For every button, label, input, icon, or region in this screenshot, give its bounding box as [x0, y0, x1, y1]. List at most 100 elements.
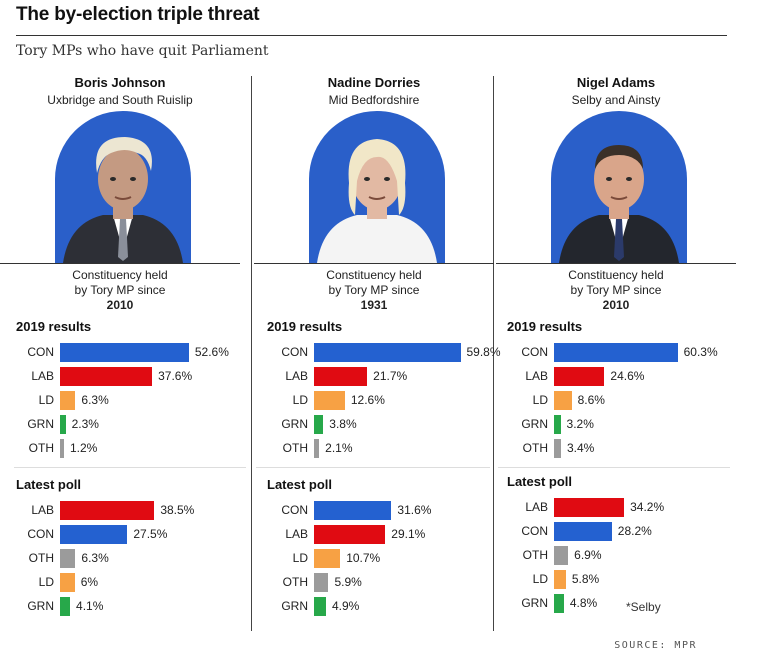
bar-ld: [60, 391, 76, 410]
bar-con: [554, 343, 678, 362]
bar-con: [60, 525, 128, 544]
constituency-name: Mid Bedfordshire: [328, 93, 420, 107]
mp-panel: Nadine Dorries Mid Bedfordshire Constituen…: [254, 0, 501, 658]
party-label: OTH: [282, 441, 308, 455]
bar-oth: [60, 549, 76, 568]
value-label: 29.1%: [391, 527, 426, 541]
value-label: 4.9%: [332, 599, 360, 613]
party-label: GRN: [521, 417, 548, 431]
party-label: LD: [292, 393, 308, 407]
held-since-year: 2010: [106, 298, 134, 312]
mp-panel: Boris Johnson Uxbridge and South Ruislip C…: [0, 0, 246, 658]
latest-poll-row: GRN 4.1%: [14, 597, 234, 616]
results-2019-row: GRN 2.3%: [14, 415, 234, 434]
value-label: 34.2%: [630, 500, 665, 514]
value-label: 6%: [80, 575, 99, 589]
section-latest-poll: Latest poll: [16, 477, 82, 492]
party-label: LD: [532, 572, 548, 586]
mp-name: Nadine Dorries: [327, 75, 421, 90]
party-label: LD: [38, 575, 54, 589]
latest-poll-row: OTH 6.3%: [14, 549, 234, 568]
latest-poll-row: LD 6%: [14, 573, 234, 592]
value-label: 3.4%: [566, 441, 595, 455]
value-label: 21.7%: [373, 369, 408, 383]
latest-poll-row: CON 28.2%: [508, 522, 728, 541]
value-label: 8.6%: [577, 393, 605, 407]
bar-ld: [554, 391, 572, 410]
footnote: *Selby: [626, 600, 661, 614]
party-label: LAB: [31, 503, 54, 517]
bar-lab: [314, 367, 368, 386]
mp-panel: Nigel Adams Selby and Ainsty Constituency …: [496, 0, 736, 658]
party-label: GRN: [27, 599, 54, 613]
section-2019-results: 2019 results: [16, 319, 92, 334]
party-label: LAB: [285, 369, 308, 383]
value-label: 12.6%: [350, 393, 385, 407]
latest-poll-row: CON 31.6%: [268, 501, 488, 520]
section-separator: [256, 467, 490, 468]
results-2019-row: LAB 37.6%: [14, 367, 234, 386]
bar-ld: [314, 391, 345, 410]
party-label: CON: [27, 345, 54, 359]
bar-con: [60, 343, 189, 362]
value-label: 2.1%: [325, 441, 353, 455]
portrait-baseline: [254, 263, 494, 264]
party-label: CON: [281, 345, 308, 359]
section-latest-poll: Latest poll: [507, 474, 573, 489]
bar-grn: [60, 597, 71, 616]
party-label: LAB: [525, 369, 548, 383]
value-label: 10.7%: [346, 551, 381, 565]
value-label: 4.1%: [76, 599, 104, 613]
party-label: OTH: [282, 575, 308, 589]
bar-lab: [554, 498, 625, 517]
party-label: OTH: [522, 548, 548, 562]
latest-poll-row: GRN 4.9%: [268, 597, 488, 616]
value-label: 1.2%: [70, 441, 98, 455]
party-label: OTH: [28, 441, 54, 455]
latest-poll-row: LD 5.8%: [508, 570, 728, 589]
latest-poll-row: LAB 29.1%: [268, 525, 488, 544]
value-label: 3.8%: [329, 417, 357, 431]
mp-name: Boris Johnson: [74, 75, 166, 90]
value-label: 2.3%: [71, 417, 99, 431]
constituency-name: Uxbridge and South Ruislip: [47, 93, 193, 107]
party-label: CON: [521, 345, 548, 359]
results-2019-row: OTH 2.1%: [268, 439, 488, 458]
mp-portrait: [551, 111, 687, 263]
portrait-photo: [559, 145, 679, 263]
party-label: LAB: [285, 527, 308, 541]
portrait-baseline: [496, 263, 736, 264]
bar-grn: [60, 415, 66, 434]
value-label: 3.2%: [566, 417, 594, 431]
portrait-baseline: [0, 263, 240, 264]
chart-title: The by-election triple threat: [16, 4, 260, 25]
results-2019-row: CON 59.8%: [268, 343, 501, 362]
bar-grn: [554, 415, 561, 434]
portrait-photo: [63, 137, 183, 263]
party-label: CON: [27, 527, 54, 541]
results-2019-row: LD 6.3%: [14, 391, 234, 410]
value-label: 6.9%: [574, 548, 602, 562]
bar-grn: [554, 594, 564, 613]
party-label: OTH: [28, 551, 54, 565]
results-2019-row: LD 8.6%: [508, 391, 728, 410]
results-2019-row: OTH 1.2%: [14, 439, 234, 458]
latest-poll-row: LD 10.7%: [268, 549, 488, 568]
bar-oth: [314, 573, 329, 592]
party-label: LAB: [31, 369, 54, 383]
value-label: 38.5%: [160, 503, 195, 517]
held-since-text: Constituency held by Tory MP since 2010: [496, 268, 736, 313]
bar-ld: [60, 573, 75, 592]
bar-con: [554, 522, 612, 541]
section-latest-poll: Latest poll: [267, 477, 333, 492]
chart-subtitle: Tory MPs who have quit Parliament: [16, 43, 269, 59]
party-label: CON: [521, 524, 548, 538]
party-label: LD: [532, 393, 548, 407]
bar-lab: [60, 367, 153, 386]
party-label: GRN: [27, 417, 54, 431]
portrait-photo: [317, 139, 437, 263]
value-label: 5.9%: [334, 575, 362, 589]
party-label: GRN: [281, 417, 308, 431]
latest-poll-row: CON 27.5%: [14, 525, 234, 544]
held-line-2: by Tory MP since: [570, 283, 662, 297]
